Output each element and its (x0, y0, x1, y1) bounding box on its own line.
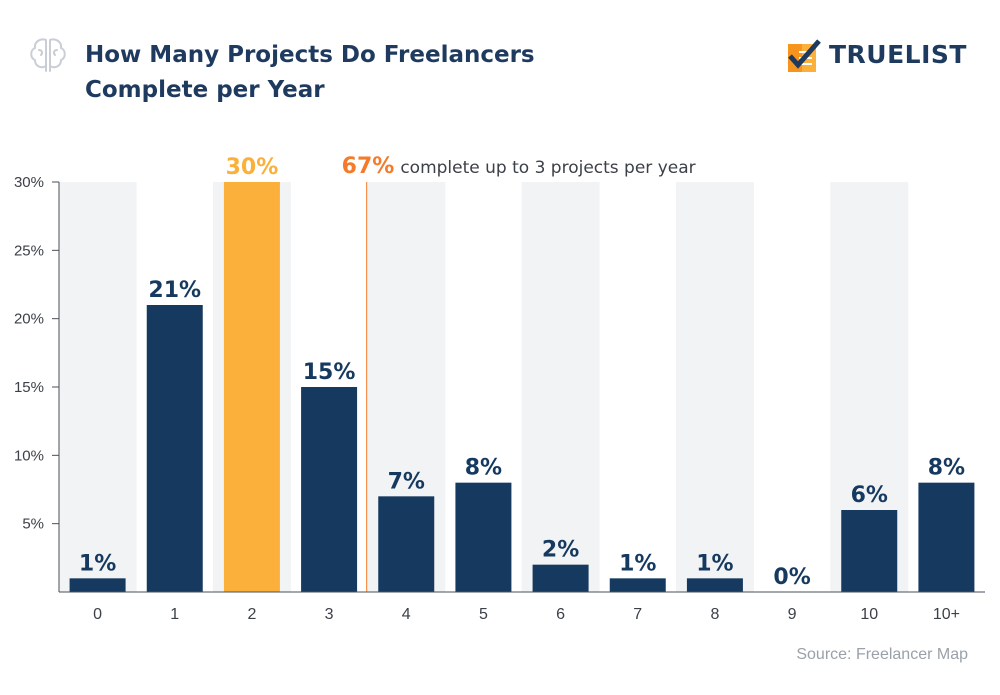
x-tick-label: 0 (93, 606, 102, 623)
chart-title: How Many Projects Do Freelancers Complet… (85, 38, 645, 108)
x-tick-label: 2 (247, 606, 256, 623)
bar-value-label: 8% (928, 456, 965, 481)
y-tick-label: 5% (22, 516, 44, 533)
bar-value-label: 21% (148, 278, 201, 303)
y-tick-label: 15% (14, 379, 44, 396)
y-tick-label: 30% (14, 174, 44, 191)
x-tick-label: 10+ (933, 606, 960, 623)
bar-value-label: 7% (388, 469, 425, 494)
chart-title-line-1: How Many Projects Do Freelancers (85, 42, 535, 68)
background-band (58, 182, 137, 592)
chart-title-line-2: Complete per Year (85, 77, 325, 103)
bar (378, 496, 435, 592)
x-tick-label: 8 (710, 606, 719, 623)
bar-value-label: 0% (773, 565, 810, 590)
bar (686, 578, 743, 592)
x-tick-label: 4 (402, 606, 411, 623)
bar-value-label: 8% (465, 456, 502, 481)
chart-header: How Many Projects Do Freelancers Complet… (0, 0, 1000, 130)
source-note: Source: Freelancer Map (796, 646, 968, 663)
x-tick-label: 5 (479, 606, 488, 623)
logo-text: TRUELIST (829, 40, 967, 69)
bar-value-label: 2% (542, 538, 579, 563)
bar-chart: 5% 10% 15% 20% 25% 30% 1% 0 21% 1 30% 2 15% 3 7% 4 8% 5 2%… (14, 154, 985, 623)
background-band (521, 182, 600, 592)
bar-value-label: 30% (226, 155, 279, 180)
x-tick-label: 7 (633, 606, 642, 623)
bar (841, 510, 898, 592)
bar (455, 482, 512, 592)
y-tick-label: 20% (14, 311, 44, 328)
y-tick-label: 10% (14, 447, 44, 464)
x-tick-label: 3 (325, 606, 334, 623)
annotation-label: complete up to 3 projects per year (400, 158, 695, 178)
annotation-text: 67% complete up to 3 projects per year (342, 154, 696, 179)
checklist-icon (788, 39, 821, 72)
x-tick-label: 6 (556, 606, 565, 623)
x-tick-label: 1 (170, 606, 179, 623)
bar (532, 564, 589, 592)
brain-icon (30, 38, 66, 72)
bar-value-label: 6% (851, 483, 888, 508)
bar (146, 305, 203, 592)
bar-value-label: 15% (303, 360, 356, 385)
bar (609, 578, 666, 592)
bar (918, 482, 975, 592)
x-tick-label: 9 (788, 606, 797, 623)
bar-value-label: 1% (79, 551, 116, 576)
bar (223, 182, 280, 592)
bar (301, 387, 358, 592)
x-tick-label: 10 (860, 606, 878, 623)
bar (69, 578, 126, 592)
y-tick-label: 25% (14, 242, 44, 259)
bar-value-label: 1% (696, 551, 733, 576)
bar-value-label: 1% (619, 551, 656, 576)
annotation-value: 67% (342, 154, 395, 179)
background-band (675, 182, 754, 592)
